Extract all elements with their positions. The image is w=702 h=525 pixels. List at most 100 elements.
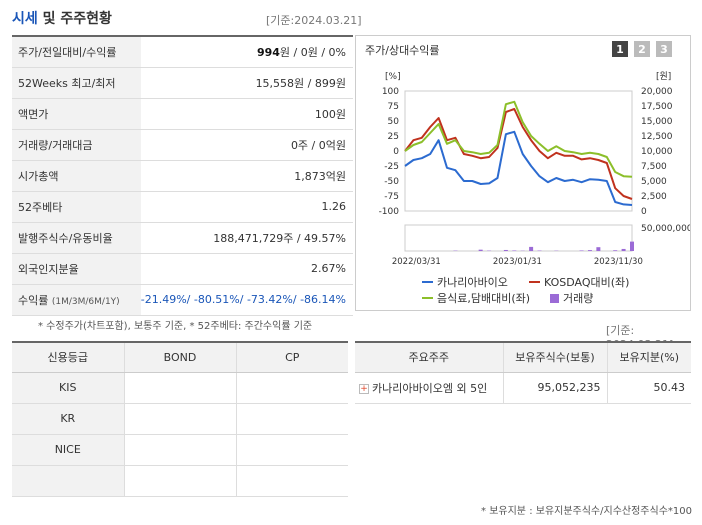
table-row: 거래량/거래대금 0주 / 0억원 <box>12 129 353 161</box>
legend-label: KOSDAQ대비(좌) <box>544 276 630 289</box>
volume-bar <box>529 246 534 251</box>
column-header: 보유지분(%) <box>606 342 691 373</box>
legend-swatch <box>422 281 433 283</box>
table-row: KIS <box>12 372 348 404</box>
column-header: 신용등급 <box>12 342 124 373</box>
column-header: 주요주주 <box>355 342 503 373</box>
x-tick-label: 2023/01/31 <box>493 257 542 267</box>
row-label: 52Weeks 최고/최저 <box>12 67 141 99</box>
holder-shares: 95,052,235 <box>502 372 607 404</box>
series-line <box>404 100 633 178</box>
volume-bar <box>587 250 592 251</box>
agency-name: NICE <box>12 434 124 466</box>
bond-rating <box>123 434 236 466</box>
volume-bar <box>478 249 483 251</box>
volume-bar <box>512 250 517 251</box>
price-change: 원 / 0원 / 0% <box>279 45 346 59</box>
y-left-tick-label: 100 <box>382 87 399 97</box>
table-row: NICE <box>12 434 348 466</box>
table-row: 발행주식수/유동비율 188,471,729주 / 49.57% <box>12 222 353 254</box>
table-row: + 카나리아바이오엠 외 5인 95,052,235 50.43 <box>355 372 691 404</box>
row-value: 1,873억원 <box>140 160 353 192</box>
volume-area-border <box>404 224 633 252</box>
volume-bar <box>621 248 626 251</box>
returns-period: (1M/3M/6M/1Y) <box>51 296 120 307</box>
row-label: 발행주식수/유동비율 <box>12 222 141 254</box>
legend-swatch <box>529 281 540 283</box>
volume-bar <box>596 247 601 251</box>
table-row: 액면가 100원 <box>12 98 353 130</box>
legend-item: 카나리아바이오 <box>422 274 508 290</box>
volume-bar <box>613 250 618 251</box>
x-tick-label: 2023/11/30 <box>594 257 643 267</box>
row-label: 외국인지분율 <box>12 253 141 285</box>
price-strong: 994 <box>256 45 280 59</box>
series-line <box>404 108 633 200</box>
y-right-tick-label: 20,000 <box>641 87 673 97</box>
major-shareholders-table: 주요주주 보유주식수(보통) 보유지분(%) + 카나리아바이오엠 외 5인 95… <box>355 341 691 404</box>
legend-swatch <box>422 297 433 299</box>
y-right-tick-label: 10,000 <box>641 147 673 157</box>
row-label: 52주베타 <box>12 191 141 223</box>
row-label: 주가/전일대비/수익률 <box>12 36 141 68</box>
row-value: 15,558원 / 899원 <box>140 67 353 99</box>
y-left-tick-label: -25 <box>384 162 399 172</box>
row-label: 거래량/거래대금 <box>12 129 141 161</box>
y-right-tick-label: 12,500 <box>641 132 673 142</box>
legend-item: 거래량 <box>550 290 593 306</box>
chart-page-button[interactable]: 3 <box>656 41 672 57</box>
table-row: 52Weeks 최고/최저 15,558원 / 899원 <box>12 67 353 99</box>
table-header-row: 신용등급 BOND CP <box>12 342 348 373</box>
y-left-tick-label: 75 <box>388 102 399 112</box>
table-row: 주가/전일대비/수익률 994원 / 0원 / 0% <box>12 36 353 68</box>
holder-name-cell[interactable]: + 카나리아바이오엠 외 5인 <box>355 372 503 404</box>
returns-label: 수익률 <box>18 293 49 307</box>
row-label: 시가총액 <box>12 160 141 192</box>
expand-plus-icon[interactable]: + <box>359 383 369 394</box>
y-right-tick-label: 5,000 <box>641 177 667 187</box>
column-header: BOND <box>123 342 236 373</box>
legend-item: KOSDAQ대비(좌) <box>529 274 629 290</box>
legend-label: 카나리아바이오 <box>437 276 508 289</box>
holders-note: * 보유지분 : 보유지분주식수/지수산정주식수*100 <box>481 506 692 517</box>
y-left-tick-label: 50 <box>388 117 400 127</box>
row-label: 수익률 (1M/3M/6M/1Y) <box>12 284 141 316</box>
chart-page-button[interactable]: 2 <box>634 41 650 57</box>
y-left-tick-label: -100 <box>379 207 400 217</box>
agency-name <box>12 465 124 497</box>
returns-value: -21.49%/ -80.51%/ -73.42%/ -86.14% <box>140 284 353 316</box>
table-header-row: 주요주주 보유주식수(보통) 보유지분(%) <box>355 342 691 373</box>
chart-title: 주가/상대수익률 <box>365 44 440 57</box>
legend-label: 거래량 <box>563 292 594 305</box>
row-label: 액면가 <box>12 98 141 130</box>
market-notes: * 수정주가(차트포함), 보통주 기준, * 52주베타: 주간수익률 기준 <box>38 321 313 332</box>
y-left-unit: [%] <box>385 72 401 82</box>
legend-label: 음식료,담배대비(좌) <box>437 292 531 305</box>
row-value: 0주 / 0억원 <box>140 129 353 161</box>
bond-rating <box>123 403 236 435</box>
table-row <box>12 465 348 497</box>
legend-swatch <box>550 293 559 303</box>
holder-name: 카나리아바이오엠 외 5인 <box>372 381 488 395</box>
table-row: 외국인지분율 2.67% <box>12 253 353 285</box>
plot-area-border <box>404 90 633 212</box>
market-info-table: 주가/전일대비/수익률 994원 / 0원 / 0% 52Weeks 최고/최저… <box>12 35 353 316</box>
column-header: 보유주식수(보통) <box>502 342 607 373</box>
y-left-tick-label: 25 <box>388 132 399 142</box>
series-line <box>404 130 633 206</box>
y-left-tick-label: -50 <box>384 177 399 187</box>
agency-name: KIS <box>12 372 124 404</box>
y-right-tick-label: 7,500 <box>641 162 667 172</box>
agency-name: KR <box>12 403 124 435</box>
holder-pct: 50.43 <box>606 372 691 404</box>
table-row: KR <box>12 403 348 435</box>
legend-item: 음식료,담배대비(좌) <box>422 290 530 306</box>
row-value: 2.67% <box>140 253 353 285</box>
y-right-unit: [원] <box>656 71 671 82</box>
table-row: 52주베타 1.26 <box>12 191 353 223</box>
chart-page-button[interactable]: 1 <box>612 41 628 57</box>
y-right-tick-label: 0 <box>641 207 647 217</box>
market-base-date: [기준:2024.03.21] <box>266 14 362 27</box>
title-main: 시세 <box>12 11 38 27</box>
row-value: 1.26 <box>140 191 353 223</box>
